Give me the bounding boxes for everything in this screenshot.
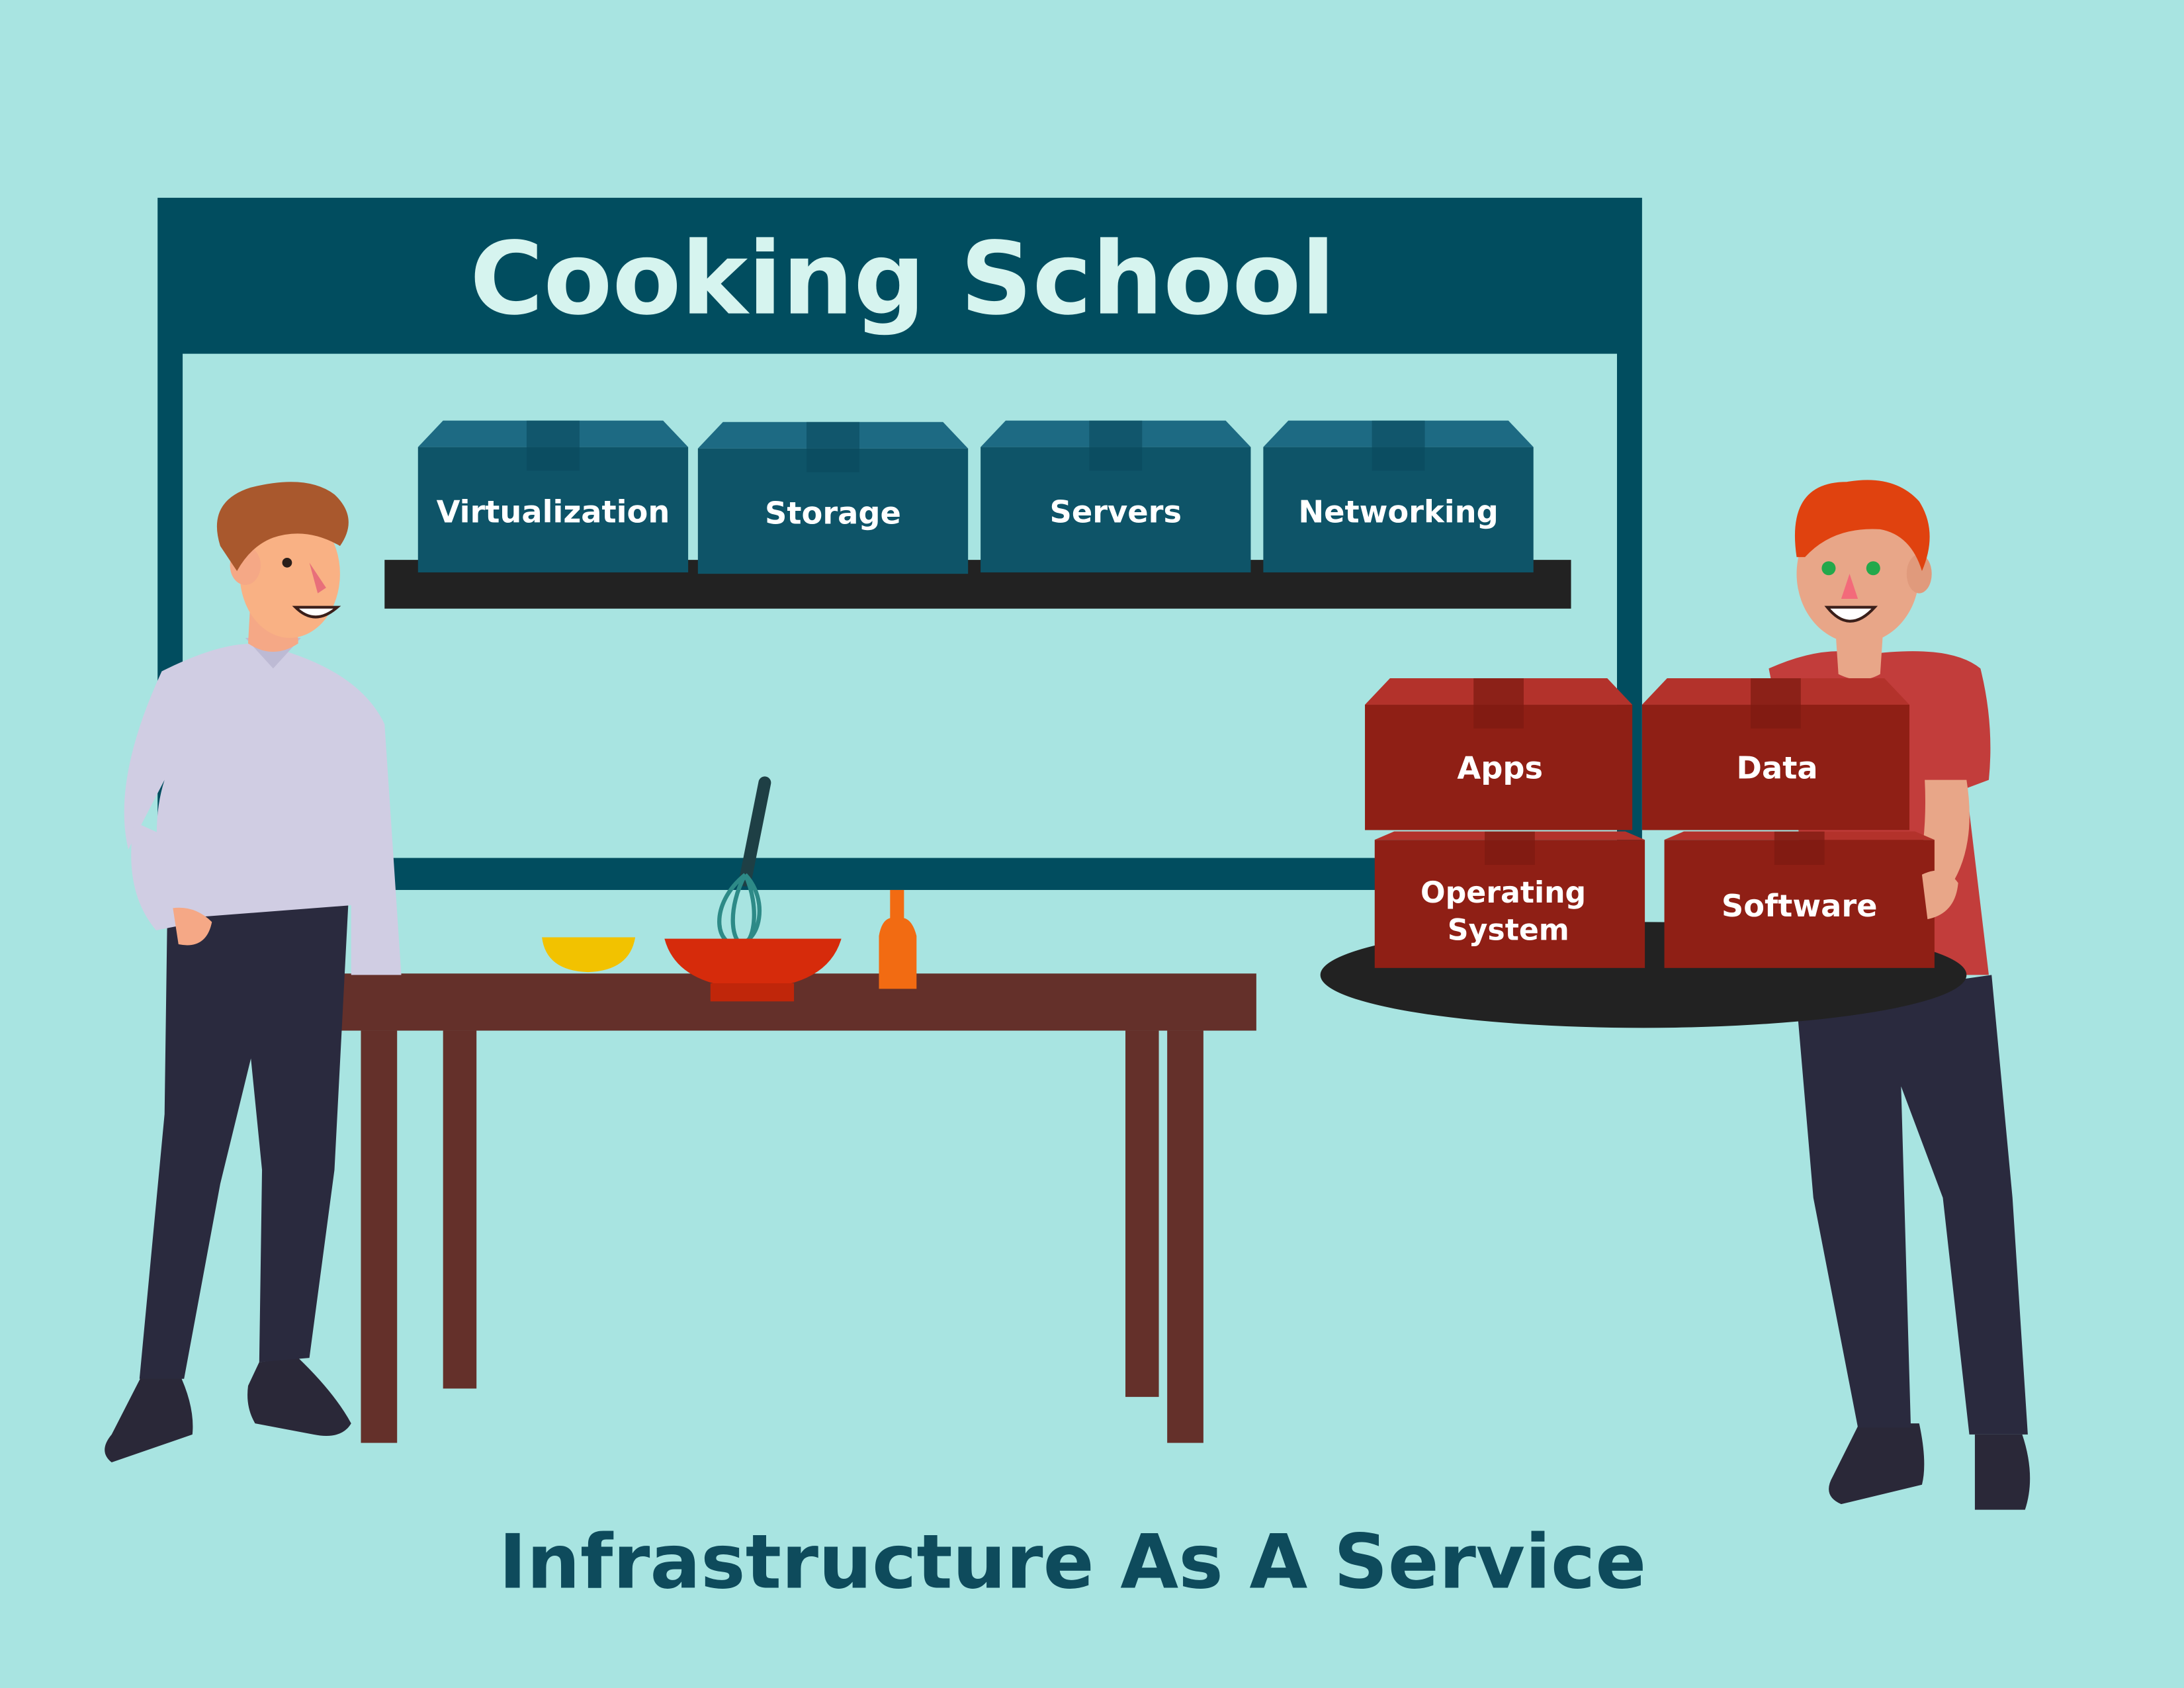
red-mixing-bowl-icon (664, 938, 842, 1002)
shelf-box-storage: Storage (697, 422, 969, 574)
orange-bottle-icon (879, 889, 917, 989)
caption: Infrastructure As A Service (499, 1518, 1647, 1605)
tray-box-software: Software (1664, 831, 1935, 968)
shelf-box-label: Storage (765, 495, 901, 531)
tray-box-operating-system: Operating System (1374, 831, 1645, 968)
shelf-box-label: Servers (1050, 494, 1182, 529)
left-person (105, 482, 402, 1463)
table (334, 973, 1256, 1443)
tray-box-label: Operating System (1420, 876, 1596, 948)
shelf-box-servers: Servers (981, 420, 1251, 573)
tray-box-label-line: Operating (1420, 876, 1586, 910)
board-title: Cooking School (470, 220, 1335, 337)
tray-box-label: Data (1737, 750, 1818, 786)
yellow-bowl-icon (542, 937, 636, 973)
right-person-hand (1921, 870, 1958, 920)
shelf-box-networking: Networking (1263, 420, 1534, 573)
shelf-box-label: Virtualization (437, 494, 670, 529)
tray-box-label: Apps (1457, 750, 1543, 786)
tray-box-label-line: System (1448, 914, 1569, 948)
tray-box-apps: Apps (1365, 678, 1633, 830)
tray-box-label: Software (1722, 888, 1878, 924)
shelf-box-label: Networking (1298, 494, 1498, 529)
shelf-box-virtualization: Virtualization (417, 420, 689, 573)
tray-box-data: Data (1641, 678, 1910, 830)
